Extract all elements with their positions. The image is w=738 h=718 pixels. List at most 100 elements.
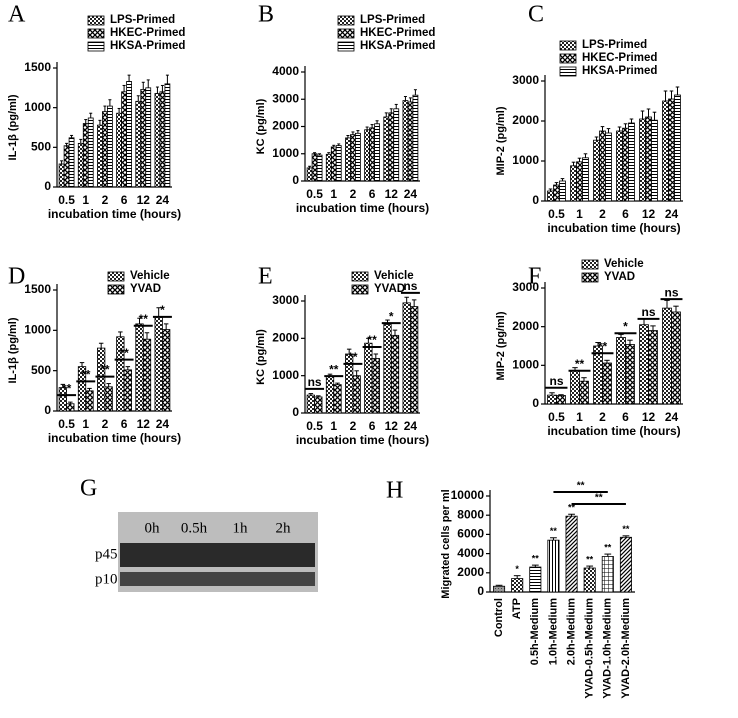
bar: [102, 111, 108, 188]
x-tick-label: 1: [82, 193, 89, 207]
legend-swatch: [581, 259, 599, 270]
bar: [390, 334, 400, 414]
y-tick-label: 1000: [272, 368, 299, 382]
y-tick-label: 0: [532, 193, 539, 207]
x-axis-label: incubation time (hours): [48, 431, 181, 445]
bar: [87, 117, 94, 188]
y-tick-label: 1500: [24, 282, 51, 296]
bar: [68, 137, 75, 188]
x-tick-label: 0.5: [306, 187, 323, 201]
x-axis-label: incubation time (hours): [296, 433, 429, 447]
bar: [622, 127, 629, 202]
bar: [602, 362, 612, 405]
legend-label: HKEC-Primed: [582, 52, 657, 64]
bar: [593, 139, 600, 202]
bar: [616, 130, 623, 202]
bar: [350, 134, 356, 182]
x-tick-label: Control: [493, 598, 505, 637]
significance-label: *: [160, 303, 165, 317]
bar: [651, 119, 658, 202]
x-tick-label: 0.5: [58, 417, 75, 431]
panel-letter: A: [8, 2, 26, 28]
y-tick-label: 1000: [24, 323, 51, 337]
y-tick-label: 1500: [24, 60, 51, 74]
bar: [547, 394, 557, 405]
bar: [159, 91, 166, 188]
legend-label: HKSA-Primed: [360, 40, 435, 52]
y-tick-label: 500: [31, 140, 51, 154]
legend-swatch: [559, 53, 577, 64]
bar: [97, 347, 106, 412]
value-label: **: [586, 554, 594, 564]
legend-swatch: [107, 271, 125, 282]
x-axis-label: incubation time (hours): [547, 424, 680, 438]
y-tick-label: 2000: [512, 113, 539, 127]
significance-label: ns: [403, 279, 417, 293]
y-tick-label: 1000: [24, 100, 51, 114]
y-tick-label: 2000: [457, 565, 484, 579]
x-tick-label: 2.0h-Medium: [565, 598, 577, 665]
bar: [63, 145, 70, 188]
bar: [82, 123, 89, 188]
value-label: **: [532, 553, 540, 563]
legend-label: LPS-Primed: [360, 14, 425, 26]
bar: [364, 129, 370, 182]
bar: [164, 83, 171, 188]
legend-label: Vehicle: [604, 258, 644, 270]
y-tick-label: 500: [31, 363, 51, 377]
y-tick-label: 6000: [457, 527, 484, 541]
bar: [645, 116, 652, 202]
y-tick-label: 1000: [512, 358, 539, 372]
bar: [412, 94, 419, 182]
x-tick-label: 1: [330, 419, 337, 433]
x-tick-label: 24: [665, 410, 679, 424]
x-tick-label: 12: [137, 193, 151, 207]
significance-label: **: [62, 381, 72, 395]
x-tick-label: 12: [137, 417, 151, 431]
bar: [407, 101, 414, 182]
bracket-label: **: [595, 493, 603, 504]
legend-label: HKEC-Primed: [110, 27, 185, 39]
significance-label: *: [389, 309, 394, 323]
lane-label: 0.5h: [181, 520, 208, 536]
bar: [325, 376, 335, 414]
x-tick-label: 0.5: [58, 193, 75, 207]
bar: [601, 556, 614, 593]
bar: [547, 190, 554, 202]
legend-swatch: [107, 284, 125, 295]
panel-letter: C: [528, 2, 544, 28]
significance-label: **: [139, 312, 149, 326]
bar: [628, 122, 635, 202]
bar: [330, 146, 337, 182]
x-tick-label: 24: [156, 417, 170, 431]
x-tick-label: 0.5: [306, 419, 323, 433]
legend-label: HKEC-Primed: [360, 27, 435, 39]
x-tick-label: 1.0h-Medium: [547, 598, 559, 665]
bar: [402, 302, 411, 414]
legend-label: YVAD: [130, 283, 161, 295]
bar: [576, 161, 583, 202]
lane-label: 2h: [276, 520, 292, 536]
bar: [662, 307, 672, 405]
value-label: **: [604, 542, 612, 552]
x-axis-label: incubation time (hours): [296, 201, 429, 215]
bar: [393, 108, 400, 182]
band-label: p10: [95, 571, 118, 587]
bar: [583, 567, 596, 593]
x-tick-label: 2: [350, 187, 357, 201]
y-axis-label: Migrated cells per ml: [440, 489, 452, 598]
bar: [668, 98, 675, 202]
x-tick-label: 6: [121, 417, 128, 431]
bar: [145, 87, 152, 188]
y-tick-label: 0: [532, 396, 539, 410]
panel-letter: F: [528, 264, 541, 290]
bar: [388, 112, 395, 182]
x-tick-label: 2: [350, 419, 357, 433]
bar: [662, 100, 669, 202]
significance-label: **: [598, 339, 608, 353]
legend-label: Vehicle: [374, 270, 414, 282]
value-label: **: [622, 524, 630, 534]
bar: [126, 81, 132, 188]
bar: [140, 89, 147, 188]
